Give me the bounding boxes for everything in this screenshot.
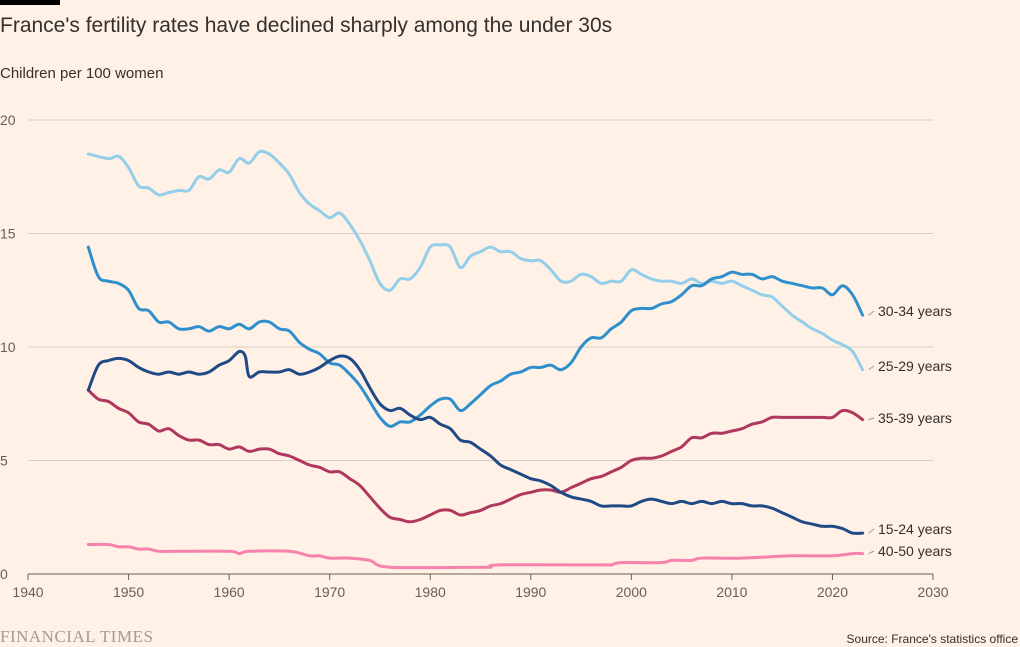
chart-title: France's fertility rates have declined s… [0, 14, 613, 37]
x-tick-label-1940: 1940 [12, 584, 43, 600]
ft-logo: FINANCIAL TIMES [0, 627, 154, 646]
label-leader-15-24-years [868, 528, 875, 534]
series-line-15-24-years [86, 349, 865, 535]
x-tick-label-1950: 1950 [113, 584, 144, 600]
y-tick-label-10: 10 [0, 339, 16, 355]
x-tick-label-1980: 1980 [415, 584, 446, 600]
series-lines [86, 149, 865, 570]
series-label-30-34-years: 30-34 years [878, 303, 952, 319]
label-leader-25-29-years [868, 365, 875, 371]
y-tick-label-15: 15 [0, 226, 16, 242]
x-tick-label-2020: 2020 [817, 584, 848, 600]
x-tick-label-1970: 1970 [314, 584, 345, 600]
source-note: Source: France's statistics office [846, 632, 1018, 646]
x-tick-label-2000: 2000 [616, 584, 647, 600]
series-labels: 30-34 years 25-29 years 35-39 years 15-24 y… [868, 303, 952, 559]
series-line-35-39-years [86, 388, 865, 524]
gridlines: 0 5 10 15 20 [0, 112, 933, 582]
y-tick-label-5: 5 [0, 453, 8, 469]
label-leader-30-34-years [868, 310, 875, 316]
label-leader-40-50-years [868, 550, 875, 555]
series-line-30-34-years [86, 245, 865, 428]
x-tick-label-1960: 1960 [214, 584, 245, 600]
label-leader-35-39-years [868, 417, 875, 421]
y-tick-label-0: 0 [0, 566, 8, 582]
series-label-15-24-years: 15-24 years [878, 521, 952, 537]
series-label-35-39-years: 35-39 years [878, 410, 952, 426]
x-tick-label-2030: 2030 [917, 584, 948, 600]
series-line-40-50-years [86, 542, 865, 570]
chart-subtitle: Children per 100 women [0, 65, 164, 82]
series-label-25-29-years: 25-29 years [878, 358, 952, 374]
y-tick-label-20: 20 [0, 112, 16, 128]
brand-bar [0, 0, 60, 5]
x-tick-label-2010: 2010 [716, 584, 747, 600]
series-label-40-50-years: 40-50 years [878, 543, 952, 559]
x-axis: 1940 1950 1960 1970 1980 1990 2000 2010 2020 2030 [12, 573, 949, 600]
series-line-25-29-years [86, 149, 865, 372]
x-tick-label-1990: 1990 [515, 584, 546, 600]
